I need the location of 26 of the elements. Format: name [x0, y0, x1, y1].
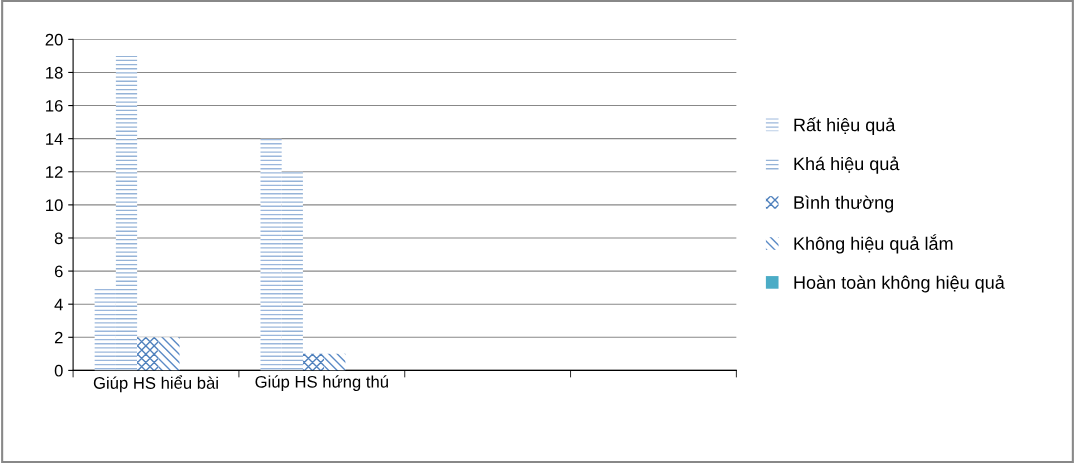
- y-tick-label: 8: [54, 232, 63, 245]
- bar: [137, 337, 159, 371]
- y-tick-label: 14: [46, 133, 63, 145]
- y-tick-label: 2: [54, 331, 63, 344]
- legend-label: Hoàn toàn không hiệu quả: [794, 275, 1005, 293]
- bar: [302, 353, 325, 371]
- legend-label: Khá hiệu quả: [794, 156, 900, 174]
- bar: [94, 287, 116, 371]
- y-tick-label: 16: [46, 99, 63, 112]
- bar: [158, 337, 180, 371]
- y-tick-label: 20: [45, 33, 63, 46]
- bar: [260, 138, 282, 371]
- y-tick-label: 0: [54, 364, 63, 377]
- legend-label: Rất hiệu quả: [794, 117, 896, 135]
- x-tick-label: Giúp HS hiểu bài: [93, 375, 218, 393]
- y-tick-label: 18: [46, 66, 63, 79]
- bar: [281, 171, 303, 371]
- y-tick-label: 10: [46, 199, 63, 212]
- bar: [115, 55, 138, 371]
- y-tick-label: 4: [54, 298, 63, 311]
- legend-label: Bình thường: [794, 195, 894, 213]
- legend-label: Không hiệu quả lắm: [794, 234, 953, 254]
- y-tick-label: 6: [54, 265, 63, 278]
- y-tick-label: 12: [46, 166, 63, 178]
- bar: [324, 353, 346, 371]
- x-tick-label: Giúp HS hứng thú: [255, 375, 388, 391]
